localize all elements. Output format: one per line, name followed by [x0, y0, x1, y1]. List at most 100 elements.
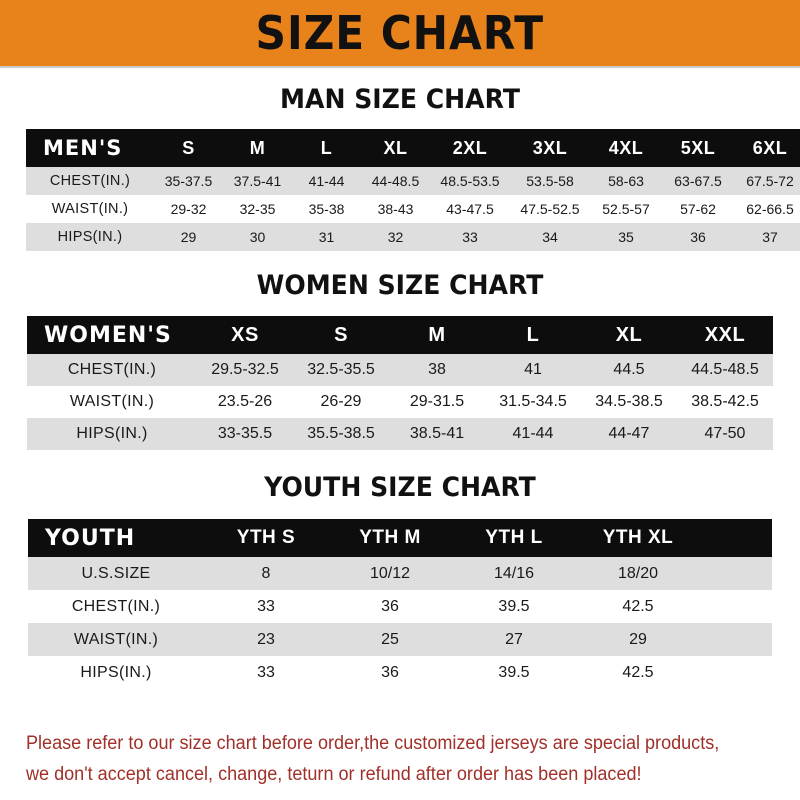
table-row: WAIST(IN.) 23.5-26 26-29 29-31.5 31.5-34…: [27, 386, 773, 418]
women-cell: 32.5-35.5: [307, 361, 375, 378]
men-col-header: M: [249, 137, 266, 158]
youth-cell: 36: [381, 663, 399, 681]
men-cell: 31: [318, 229, 335, 245]
women-cell: 44-47: [608, 425, 650, 442]
women-col-header: XL: [615, 323, 643, 346]
men-cell: 36: [690, 229, 706, 245]
men-cell: 37: [762, 229, 778, 245]
women-cell: 38.5-41: [409, 425, 465, 442]
youth-cell: 27: [505, 630, 523, 648]
youth-col-header: YTH L: [485, 527, 543, 548]
men-table-body: MEN'S S M L XL 2XL 3XL 4XL 5XL 6XL CHEST…: [26, 129, 800, 251]
women-col-header: XXL: [704, 323, 746, 346]
table-row: CHEST(IN.) 35-37.5 37.5-41 41-44 44-48.5…: [26, 167, 800, 195]
youth-col-header: YTH M: [359, 527, 421, 548]
women-col-header: L: [526, 323, 540, 346]
women-cell: 38.5-42.5: [691, 393, 759, 410]
men-col-header: 5XL: [680, 137, 716, 158]
women-cell: 34.5-38.5: [595, 393, 663, 410]
women-cell: 41-44: [512, 425, 554, 442]
page-title: SIZE CHART: [255, 6, 545, 60]
men-cell: 48.5-53.5: [440, 173, 500, 189]
women-col-header: XS: [231, 323, 259, 346]
youth-cell: 42.5: [622, 597, 654, 615]
men-cell: 35-38: [308, 201, 345, 217]
women-row-label-header: WOMEN'S: [44, 322, 172, 348]
youth-cell: 8: [261, 564, 271, 582]
men-cell: 38-43: [377, 201, 414, 217]
section-men: MAN SIZE CHART MEN'S S M L XL 2XL 3XL 4X…: [0, 86, 800, 251]
footer-line-1: Please refer to our size chart before or…: [26, 733, 720, 754]
table-row: WAIST(IN.) 29-32 32-35 35-38 38-43 43-47…: [26, 195, 800, 223]
men-cell: 52.5-57: [602, 201, 650, 217]
youth-header-spacer: [700, 519, 772, 557]
men-cell: 62-66.5: [746, 201, 794, 217]
women-size-table: WOMEN'S XS S M L XL XXL CHEST(IN.) 29.5-…: [27, 316, 773, 450]
youth-row-label: CHEST(IN.): [71, 597, 161, 615]
youth-table-body: YOUTH YTH S YTH M YTH L YTH XL U.S.SIZE …: [28, 519, 772, 689]
section-youth: YOUTH SIZE CHART YOUTH YTH S YTH M YTH L…: [0, 474, 800, 689]
table-row: U.S.SIZE 8 10/12 14/16 18/20: [28, 557, 772, 590]
women-cell: 29-31.5: [409, 393, 465, 410]
women-cell: 33-35.5: [217, 425, 273, 442]
men-cell: 57-62: [680, 201, 716, 217]
youth-col-header: YTH S: [236, 527, 296, 548]
men-col-header: S: [182, 137, 195, 158]
men-cell: 53.5-58: [526, 173, 574, 189]
men-row-label: HIPS(IN.): [57, 229, 123, 245]
women-cell: 23.5-26: [217, 393, 273, 410]
table-row: CHEST(IN.) 29.5-32.5 32.5-35.5 38 41 44.…: [27, 354, 773, 386]
youth-cell: 33: [257, 663, 275, 681]
section-women: WOMEN SIZE CHART WOMEN'S XS S M L XL XXL…: [0, 272, 800, 450]
men-cell: 43-47.5: [446, 201, 494, 217]
table-row: CHEST(IN.) 33 36 39.5 42.5: [28, 590, 772, 623]
men-cell: 35: [618, 229, 634, 245]
youth-cell: 14/16: [493, 564, 535, 582]
women-cell: 47-50: [704, 425, 746, 442]
men-cell: 29: [180, 229, 197, 245]
men-row-label: CHEST(IN.): [49, 173, 131, 189]
men-col-header: 2XL: [452, 137, 488, 158]
youth-cell: 18/20: [617, 564, 659, 582]
table-row: WAIST(IN.) 23 25 27 29: [28, 623, 772, 656]
women-row-label: WAIST(IN.): [69, 393, 155, 410]
youth-cell: 36: [381, 597, 399, 615]
men-col-header: 6XL: [752, 137, 788, 158]
table-row: HIPS(IN.) 29 30 31 32 33 34 35 36 37: [26, 223, 800, 251]
youth-cell: 33: [257, 597, 275, 615]
youth-cell: 25: [381, 630, 399, 648]
women-cell: 38: [428, 361, 446, 378]
men-header-row: MEN'S S M L XL 2XL 3XL 4XL 5XL 6XL: [26, 129, 800, 167]
youth-col-header: YTH XL: [602, 527, 674, 548]
youth-row-label: HIPS(IN.): [80, 663, 152, 681]
section-title-men: MAN SIZE CHART: [280, 84, 520, 115]
women-cell: 41: [524, 361, 542, 378]
men-cell: 32: [387, 229, 404, 245]
youth-cell: 10/12: [369, 564, 411, 582]
women-col-header: M: [428, 323, 446, 346]
youth-cell: 23: [257, 630, 275, 648]
women-cell: 35.5-38.5: [307, 425, 375, 442]
youth-cell-spacer: [700, 656, 772, 689]
men-cell: 35-37.5: [164, 173, 213, 189]
men-col-header: 3XL: [532, 137, 568, 158]
youth-cell: 29: [629, 630, 647, 648]
youth-cell: 39.5: [498, 597, 530, 615]
women-cell: 44.5-48.5: [691, 361, 759, 378]
men-cell: 29-32: [170, 201, 207, 217]
women-cell: 29.5-32.5: [211, 361, 279, 378]
youth-size-table: YOUTH YTH S YTH M YTH L YTH XL U.S.SIZE …: [28, 519, 772, 689]
women-header-row: WOMEN'S XS S M L XL XXL: [27, 316, 773, 354]
women-cell: 26-29: [320, 393, 362, 410]
men-size-table: MEN'S S M L XL 2XL 3XL 4XL 5XL 6XL CHEST…: [26, 129, 800, 251]
page-banner: SIZE CHART: [0, 0, 800, 68]
section-title-youth: YOUTH SIZE CHART: [264, 472, 536, 503]
youth-cell-spacer: [700, 557, 772, 590]
youth-cell-spacer: [700, 623, 772, 656]
youth-cell-spacer: [700, 590, 772, 623]
men-table-wrapper: MEN'S S M L XL 2XL 3XL 4XL 5XL 6XL CHEST…: [26, 129, 800, 251]
men-row-label: WAIST(IN.): [51, 201, 129, 217]
men-row-label-header: MEN'S: [43, 136, 123, 160]
youth-cell: 42.5: [622, 663, 654, 681]
men-cell: 63-67.5: [674, 173, 722, 189]
